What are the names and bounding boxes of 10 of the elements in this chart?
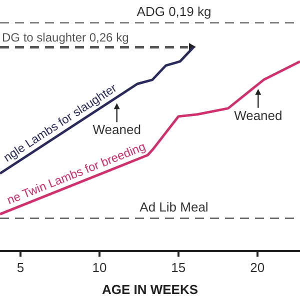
x-tick-label: 20	[250, 260, 265, 276]
annotation: Weaned	[234, 108, 282, 123]
x-axis-title: AGE IN WEEKS	[102, 282, 198, 297]
x-tick-label: 10	[92, 260, 107, 276]
x-tick-label: 15	[171, 260, 186, 276]
series-label: DG to slaughter 0,26 kg	[2, 30, 129, 45]
x-tick-label: 5	[16, 260, 24, 276]
ref-line-label: Ad Lib Meal	[140, 199, 208, 214]
ref-line-label: ADG 0,19 kg	[136, 4, 212, 19]
annotation: Weaned	[92, 122, 141, 138]
